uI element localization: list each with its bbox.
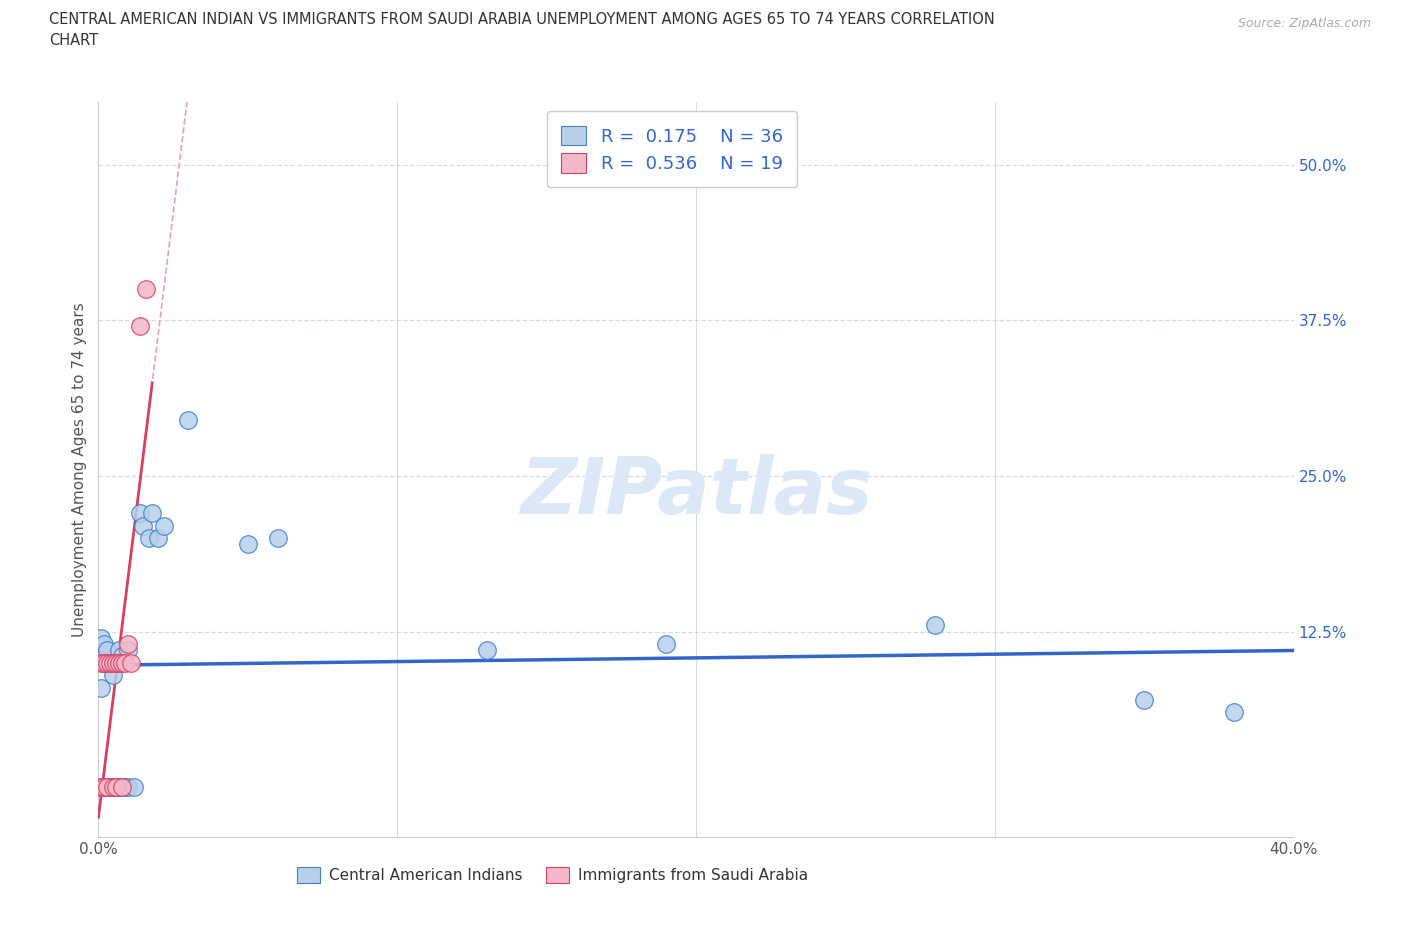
Text: CHART: CHART (49, 33, 98, 47)
Point (96, 656, 118, 671)
Point (153, 518, 176, 533)
Point (93, 656, 115, 671)
Point (1133, 693, 1156, 708)
Point (98, 779, 122, 794)
Point (924, 618, 946, 632)
Point (117, 779, 139, 794)
Point (129, 506, 152, 521)
Point (90, 656, 112, 671)
Point (475, 643, 498, 658)
Point (98, 656, 122, 671)
Point (177, 412, 200, 427)
Point (114, 779, 136, 794)
Point (108, 779, 131, 794)
Point (90, 680, 112, 695)
Legend: Central American Indians, Immigrants from Saudi Arabia: Central American Indians, Immigrants fro… (291, 861, 814, 890)
Point (93, 636, 115, 651)
Point (103, 779, 125, 794)
Point (117, 643, 139, 658)
Point (114, 656, 136, 671)
Point (124, 779, 146, 794)
Point (105, 779, 128, 794)
Point (93, 656, 115, 671)
Point (236, 537, 259, 551)
Point (96, 779, 118, 794)
Point (93, 779, 115, 794)
Y-axis label: Unemployment Among Ages 65 to 74 years: Unemployment Among Ages 65 to 74 years (72, 302, 87, 637)
Point (129, 319, 152, 334)
Point (655, 636, 678, 651)
Point (90, 631, 112, 645)
Point (108, 643, 131, 658)
Text: Source: ZipAtlas.com: Source: ZipAtlas.com (1237, 17, 1371, 30)
Text: CENTRAL AMERICAN INDIAN VS IMMIGRANTS FROM SAUDI ARABIA UNEMPLOYMENT AMONG AGES : CENTRAL AMERICAN INDIAN VS IMMIGRANTS FR… (49, 12, 995, 27)
Point (138, 531, 160, 546)
Point (96, 643, 118, 658)
Point (148, 531, 170, 546)
Point (267, 531, 290, 546)
Point (141, 506, 163, 521)
Point (103, 656, 125, 671)
Point (132, 518, 155, 533)
Point (103, 668, 125, 683)
Point (105, 779, 128, 794)
Point (90, 779, 112, 794)
Point (111, 649, 134, 664)
Point (111, 779, 134, 794)
Text: ZIPatlas: ZIPatlas (520, 454, 872, 530)
Point (98, 656, 122, 671)
Point (135, 282, 157, 297)
Point (111, 779, 134, 794)
Point (105, 656, 128, 671)
Point (90, 779, 112, 794)
Point (96, 656, 118, 671)
Point (108, 656, 131, 671)
Point (120, 656, 142, 671)
Point (103, 779, 125, 794)
Point (96, 779, 118, 794)
Point (111, 656, 134, 671)
Point (117, 636, 139, 651)
Point (1223, 705, 1246, 720)
Point (93, 779, 115, 794)
